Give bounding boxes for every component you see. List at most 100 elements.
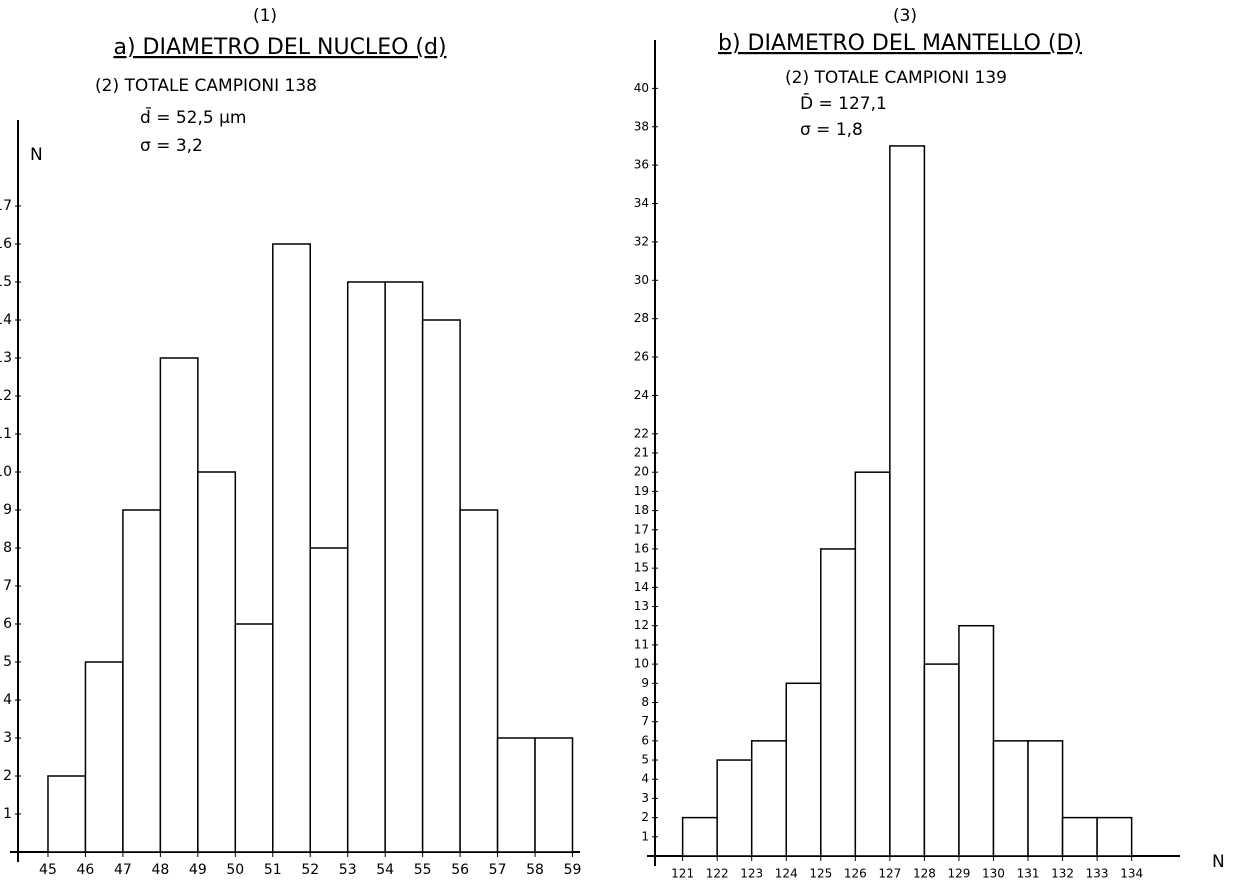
bar [785,682,822,857]
bar [681,816,718,857]
y-tick-label: 40 [634,81,649,95]
x-tick-label: 48 [151,862,169,878]
x-tick-label: 125 [809,867,832,881]
x-tick-label: 52 [301,862,319,878]
y-tick-label: 14 [0,312,12,328]
x-tick-label: 127 [878,867,901,881]
x-tick-label: 53 [339,862,357,878]
y-tick-label: 3 [3,730,12,746]
annotation: (1) [253,6,277,26]
y-tick-label: 17 [634,522,649,536]
bar [496,737,536,853]
y-tick-label: 18 [634,503,649,517]
x-tick-label: 55 [414,862,432,878]
annotation: σ = 3,2 [140,136,203,156]
bar [820,548,857,857]
y-tick-label: 7 [3,578,12,594]
y-tick-label: 4 [641,772,649,786]
x-tick-label: 121 [671,867,694,881]
bar [47,775,87,853]
annotation: σ = 1,8 [800,120,863,140]
y-tick-label: 16 [0,236,12,252]
y-tick-label: 30 [634,273,649,287]
x-tick-label: 54 [376,862,394,878]
x-tick-label: 59 [564,862,582,878]
bar [750,740,787,857]
y-tick-label: 21 [634,446,649,460]
y-tick-label: 10 [634,657,649,671]
y-tick-label: 32 [634,234,649,248]
chart-title: a) DIAMETRO DEL NUCLEO (d) [113,35,446,60]
y-tick-label: 5 [3,654,12,670]
x-axis-label: N [1212,852,1225,872]
y-tick-label: 17 [0,198,12,214]
y-tick-label: 22 [634,426,649,440]
x-tick-label: 126 [844,867,867,881]
bar [122,509,162,853]
y-tick-label: 9 [641,676,649,690]
y-tick-label: 19 [634,484,649,498]
y-tick-label: 2 [3,768,12,784]
y-tick-label: 8 [641,695,649,709]
annotation: (3) [893,6,917,26]
y-tick-label: 10 [0,464,12,480]
x-tick-label: 124 [775,867,798,881]
y-tick-label: 15 [0,274,12,290]
bar [384,281,424,853]
chart-title: b) DIAMETRO DEL MANTELLO (D) [718,31,1082,56]
x-tick-label: 133 [1086,867,1109,881]
y-tick-label: 1 [641,829,649,843]
bar [923,663,960,857]
bar [421,319,461,853]
y-tick-label: 6 [3,616,12,632]
y-tick-label: 14 [634,580,649,594]
bar [1096,816,1133,857]
annotation: (2) TOTALE CAMPIONI 139 [785,68,1007,88]
bar [197,471,237,853]
y-tick-label: 15 [634,561,649,575]
x-tick-label: 132 [1051,867,1074,881]
y-tick-label: 4 [3,692,12,708]
y-tick-label: 13 [0,350,12,366]
y-tick-label: 16 [634,541,649,555]
x-tick-label: 128 [913,867,936,881]
y-tick-label: 5 [641,753,649,767]
y-tick-label: 1 [3,806,12,822]
bar [992,740,1029,857]
y-tick-label: 2 [641,810,649,824]
x-tick-label: 46 [77,862,95,878]
x-tick-label: 47 [114,862,132,878]
x-tick-label: 129 [947,867,970,881]
x-tick-label: 45 [39,862,57,878]
x-tick-label: 131 [1017,867,1040,881]
x-tick-label: 51 [264,862,282,878]
y-tick-label: 38 [634,119,649,133]
bar [272,243,311,853]
x-tick-label: 57 [489,862,507,878]
x-tick-label: 58 [526,862,544,878]
bar [958,624,995,857]
x-tick-label: 122 [706,867,729,881]
y-tick-label: 28 [634,311,649,325]
y-tick-label: 7 [641,714,649,728]
bar [159,357,199,853]
x-tick-label: 123 [740,867,763,881]
annotation: d̄ = 52,5 μm [140,106,246,128]
y-tick-label: 34 [634,196,649,210]
y-tick-label: 13 [634,599,649,613]
bar [309,547,349,853]
y-tick-label: 24 [634,388,649,402]
y-tick-label: 6 [641,733,649,747]
y-tick-label: 20 [634,465,649,479]
bar [716,759,753,857]
bar [459,509,499,853]
y-tick-label: 36 [634,158,649,172]
bar [854,471,891,857]
y-tick-label: 12 [0,388,12,404]
x-tick-label: 50 [226,862,244,878]
bar [534,737,574,853]
x-tick-label: 49 [189,862,207,878]
y-axis-label: N [30,145,43,165]
y-tick-label: 3 [641,791,649,805]
